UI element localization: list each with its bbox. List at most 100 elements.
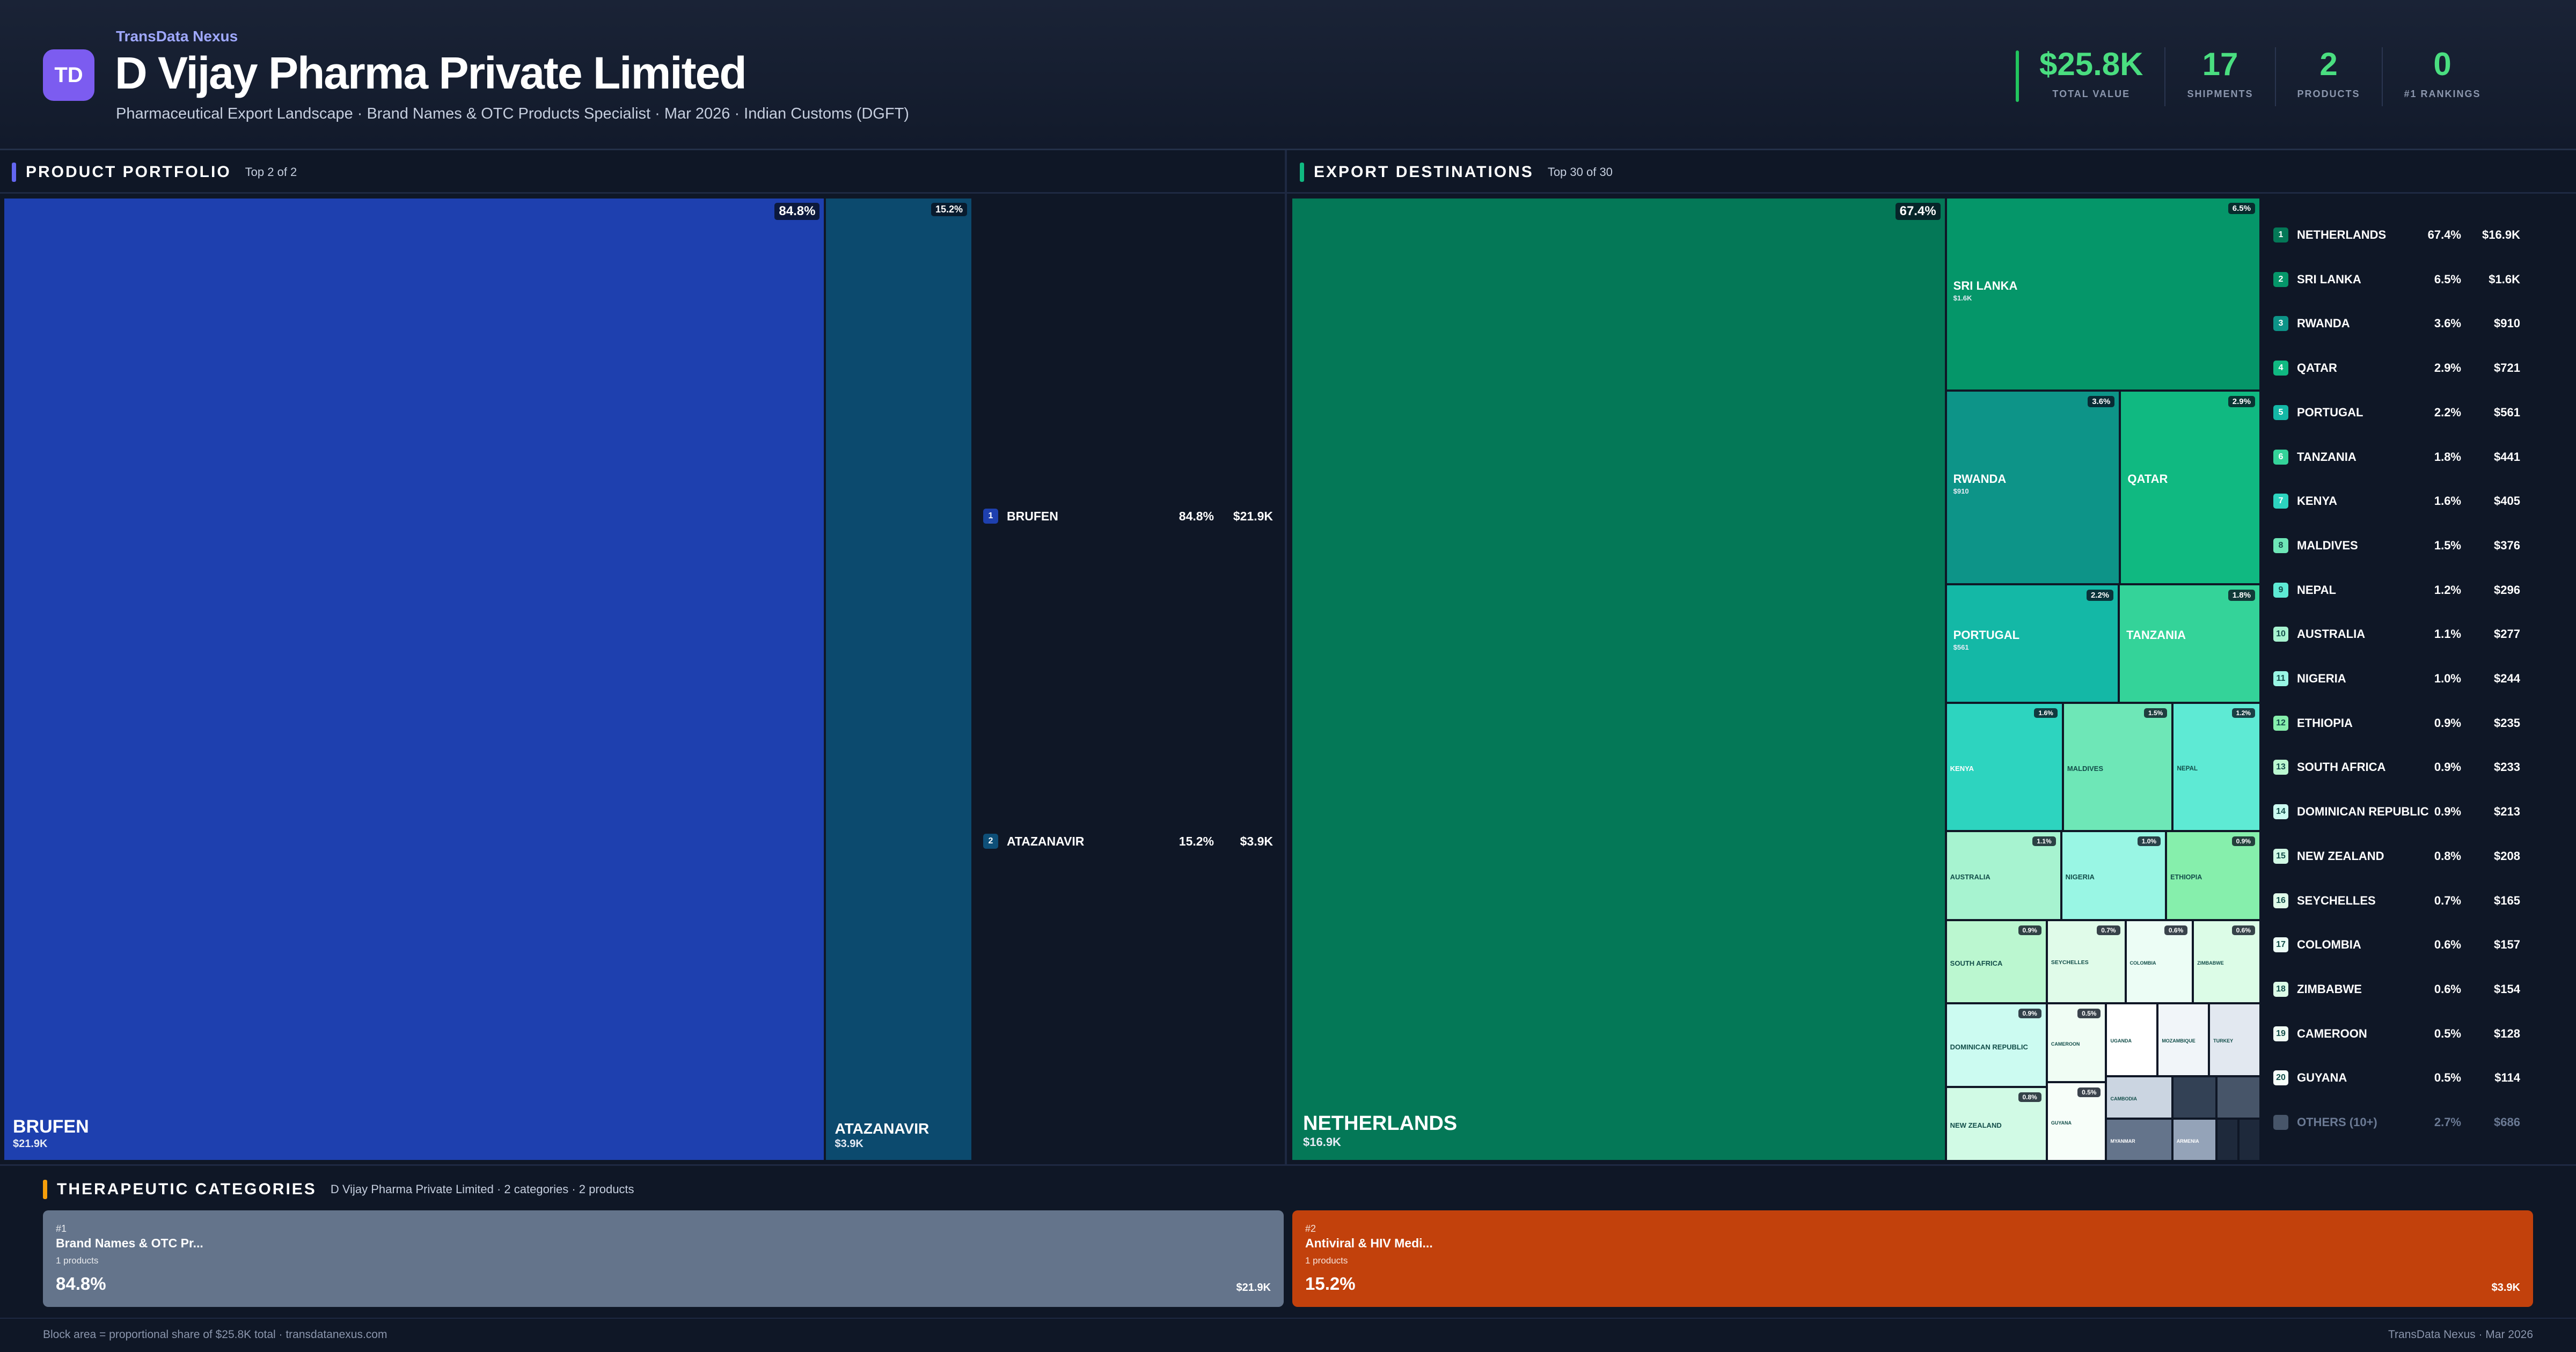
- tile-share-label: 67.4%: [1895, 203, 1941, 220]
- list-item-brufen[interactable]: 1 BRUFEN 84.8% $21.9K: [983, 505, 1273, 527]
- header: TD TransData Nexus D Vijay Pharma Privat…: [0, 0, 2576, 150]
- tile-qatar[interactable]: 2.9% QATAR: [2120, 391, 2260, 584]
- tile-armenia[interactable]: ARMENIA: [2172, 1118, 2216, 1161]
- list-item-name: ZIMBABWE: [2297, 982, 2362, 996]
- kpi-rankings: 0 #1 RANKINGS: [2381, 46, 2502, 106]
- section-divider: [0, 1164, 2576, 1166]
- list-item-portugal[interactable]: 5 PORTUGAL 2.2% $561: [2273, 402, 2520, 423]
- tile-nigeria[interactable]: 1.0% NIGERIA: [2061, 831, 2167, 920]
- tile-atazanavir[interactable]: 15.2% ATAZANAVIR $3.9K: [825, 197, 972, 1161]
- list-item-share: 1.5%: [2434, 538, 2461, 552]
- list-item-share: 1.1%: [2434, 627, 2461, 641]
- tile-other[interactable]: [2216, 1118, 2238, 1161]
- list-item-nepal[interactable]: 9 NEPAL 1.2% $296: [2273, 579, 2520, 601]
- list-item-value: $165: [2494, 893, 2520, 907]
- kpi-value: 0: [2433, 46, 2451, 82]
- tile-cambodia[interactable]: CAMBODIA: [2106, 1076, 2172, 1119]
- tile-zimbabwe[interactable]: 0.6% ZIMBABWE: [2193, 920, 2260, 1004]
- tile-name: NEPAL: [2177, 765, 2198, 772]
- list-item-qatar[interactable]: 4 QATAR 2.9% $721: [2273, 357, 2520, 379]
- panel-subtitle: Top 2 of 2: [245, 165, 297, 179]
- tile-seychelles[interactable]: 0.7% SEYCHELLES: [2046, 920, 2126, 1004]
- tile-australia[interactable]: 1.1% AUSTRALIA: [1945, 831, 2061, 920]
- tile-other[interactable]: [2172, 1076, 2216, 1119]
- list-item-kenya[interactable]: 7 KENYA 1.6% $405: [2273, 490, 2520, 512]
- tile-nepal[interactable]: 1.2% NEPAL: [2172, 703, 2260, 831]
- list-item-rwanda[interactable]: 3 RWANDA 3.6% $910: [2273, 313, 2520, 334]
- tile-maldives[interactable]: 1.5% MALDIVES: [2062, 703, 2173, 831]
- list-item-name: BRUFEN: [1007, 509, 1058, 523]
- list-item-dominican-republic[interactable]: 14 DOMINICAN REPUBLIC 0.9% $213: [2273, 801, 2520, 822]
- tile-name: SOUTH AFRICA: [1950, 959, 2003, 968]
- tile-share-label: 1.5%: [2144, 708, 2168, 718]
- tile-value-label: $16.9K: [1303, 1135, 1341, 1149]
- category-card-1[interactable]: #1 Brand Names & OTC Pr... 1 products 84.8%…: [43, 1210, 1284, 1307]
- tile-south-africa[interactable]: 0.9% SOUTH AFRICA: [1945, 920, 2047, 1004]
- tile-myanmar[interactable]: MYANMAR: [2106, 1118, 2172, 1161]
- list-item-share: 1.0%: [2434, 672, 2461, 685]
- tile-ethiopia[interactable]: 0.9% ETHIOPIA: [2166, 831, 2260, 920]
- tile-new-zealand[interactable]: 0.8% NEW ZEALAND: [1945, 1086, 2047, 1161]
- tile-name: BRUFEN: [13, 1116, 89, 1137]
- rank-badge: 16: [2273, 893, 2288, 908]
- list-item-name: OTHERS (10+): [2297, 1115, 2377, 1129]
- tile-share-label: 84.8%: [774, 203, 820, 220]
- list-item-others[interactable]: OTHERS (10+) 2.7% $686: [2273, 1112, 2520, 1133]
- list-item-seychelles[interactable]: 16 SEYCHELLES 0.7% $165: [2273, 890, 2520, 912]
- list-item-ethiopia[interactable]: 12 ETHIOPIA 0.9% $235: [2273, 712, 2520, 734]
- tile-other[interactable]: [2216, 1076, 2260, 1119]
- list-item-share: 0.5%: [2434, 1071, 2461, 1085]
- tile-uganda[interactable]: UGANDA: [2106, 1003, 2158, 1076]
- tile-mozambique[interactable]: MOZAMBIQUE: [2157, 1003, 2209, 1076]
- category-product-count: 1 products: [56, 1255, 99, 1266]
- list-item-name: PORTUGAL: [2297, 405, 2363, 419]
- tile-portugal[interactable]: 2.2% PORTUGAL $561: [1945, 584, 2119, 703]
- tile-tanzania[interactable]: 1.8% TANZANIA: [2119, 584, 2260, 703]
- list-item-value: $405: [2494, 494, 2520, 508]
- list-item-tanzania[interactable]: 6 TANZANIA 1.8% $441: [2273, 446, 2520, 468]
- tile-rwanda[interactable]: 3.6% RWANDA $910: [1945, 391, 2120, 584]
- list-item-netherlands[interactable]: 1 NETHERLANDS 67.4% $16.9K: [2273, 224, 2520, 246]
- list-item-new-zealand[interactable]: 15 NEW ZEALAND 0.8% $208: [2273, 846, 2520, 867]
- list-item-australia[interactable]: 10 AUSTRALIA 1.1% $277: [2273, 623, 2520, 645]
- tile-netherlands[interactable]: 67.4% NETHERLANDS $16.9K: [1291, 197, 1946, 1161]
- kpi-strip: $25.8K TOTAL VALUE 17 SHIPMENTS 2 PRODUC…: [2039, 47, 2502, 106]
- tile-name: CAMBODIA: [2110, 1096, 2137, 1101]
- tile-other[interactable]: [2238, 1118, 2260, 1161]
- list-item-value: $213: [2494, 805, 2520, 819]
- tile-colombia[interactable]: 0.6% COLOMBIA: [2125, 920, 2193, 1004]
- tile-value-label: $21.9K: [13, 1138, 48, 1150]
- list-item-nigeria[interactable]: 11 NIGERIA 1.0% $244: [2273, 668, 2520, 689]
- tile-guyana[interactable]: 0.5% GUYANA: [2046, 1082, 2106, 1161]
- list-item-cameroon[interactable]: 19 CAMEROON 0.5% $128: [2273, 1023, 2520, 1045]
- panel-accent-bar: [12, 163, 16, 182]
- tile-value-label: $561: [1953, 643, 1969, 652]
- rank-badge: 7: [2273, 494, 2288, 509]
- rank-badge: 20: [2273, 1070, 2288, 1086]
- list-item-zimbabwe[interactable]: 18 ZIMBABWE 0.6% $154: [2273, 979, 2520, 1000]
- list-item-value: $3.9K: [1240, 834, 1273, 848]
- tile-dominican-republic[interactable]: 0.9% DOMINICAN REPUBLIC: [1945, 1003, 2047, 1087]
- tile-sri-lanka[interactable]: 6.5% SRI LANKA $1.6K: [1945, 197, 2260, 391]
- tile-brufen[interactable]: 84.8% BRUFEN $21.9K: [3, 197, 825, 1161]
- panel-subtitle: Top 30 of 30: [1547, 165, 1613, 179]
- list-item-south-africa[interactable]: 13 SOUTH AFRICA 0.9% $233: [2273, 756, 2520, 778]
- list-item-name: NETHERLANDS: [2297, 228, 2387, 241]
- tile-kenya[interactable]: 1.6% KENYA: [1945, 703, 2063, 831]
- rank-badge: 14: [2273, 804, 2288, 820]
- category-rank: #2: [1305, 1223, 1316, 1234]
- list-item-guyana[interactable]: 20 GUYANA 0.5% $114: [2273, 1067, 2520, 1089]
- list-item-name: NEW ZEALAND: [2297, 849, 2384, 863]
- tile-share-label: 0.8%: [2018, 1092, 2041, 1102]
- list-item-value: $128: [2494, 1026, 2520, 1040]
- tile-name: QATAR: [2127, 472, 2168, 486]
- category-card-2[interactable]: #2 Antiviral & HIV Medi... 1 products 15.2%…: [1292, 1210, 2533, 1307]
- tile-cameroon[interactable]: 0.5% CAMEROON: [2046, 1003, 2106, 1083]
- rank-badge: 13: [2273, 760, 2288, 775]
- list-item-sri-lanka[interactable]: 2 SRI LANKA 6.5% $1.6K: [2273, 269, 2520, 290]
- list-item-atazanavir[interactable]: 2 ATAZANAVIR 15.2% $3.9K: [983, 831, 1273, 852]
- list-item-maldives[interactable]: 8 MALDIVES 1.5% $376: [2273, 535, 2520, 556]
- tile-share-label: 0.9%: [2231, 836, 2255, 846]
- tile-turkey[interactable]: TURKEY: [2209, 1003, 2260, 1076]
- list-item-colombia[interactable]: 17 COLOMBIA 0.6% $157: [2273, 934, 2520, 956]
